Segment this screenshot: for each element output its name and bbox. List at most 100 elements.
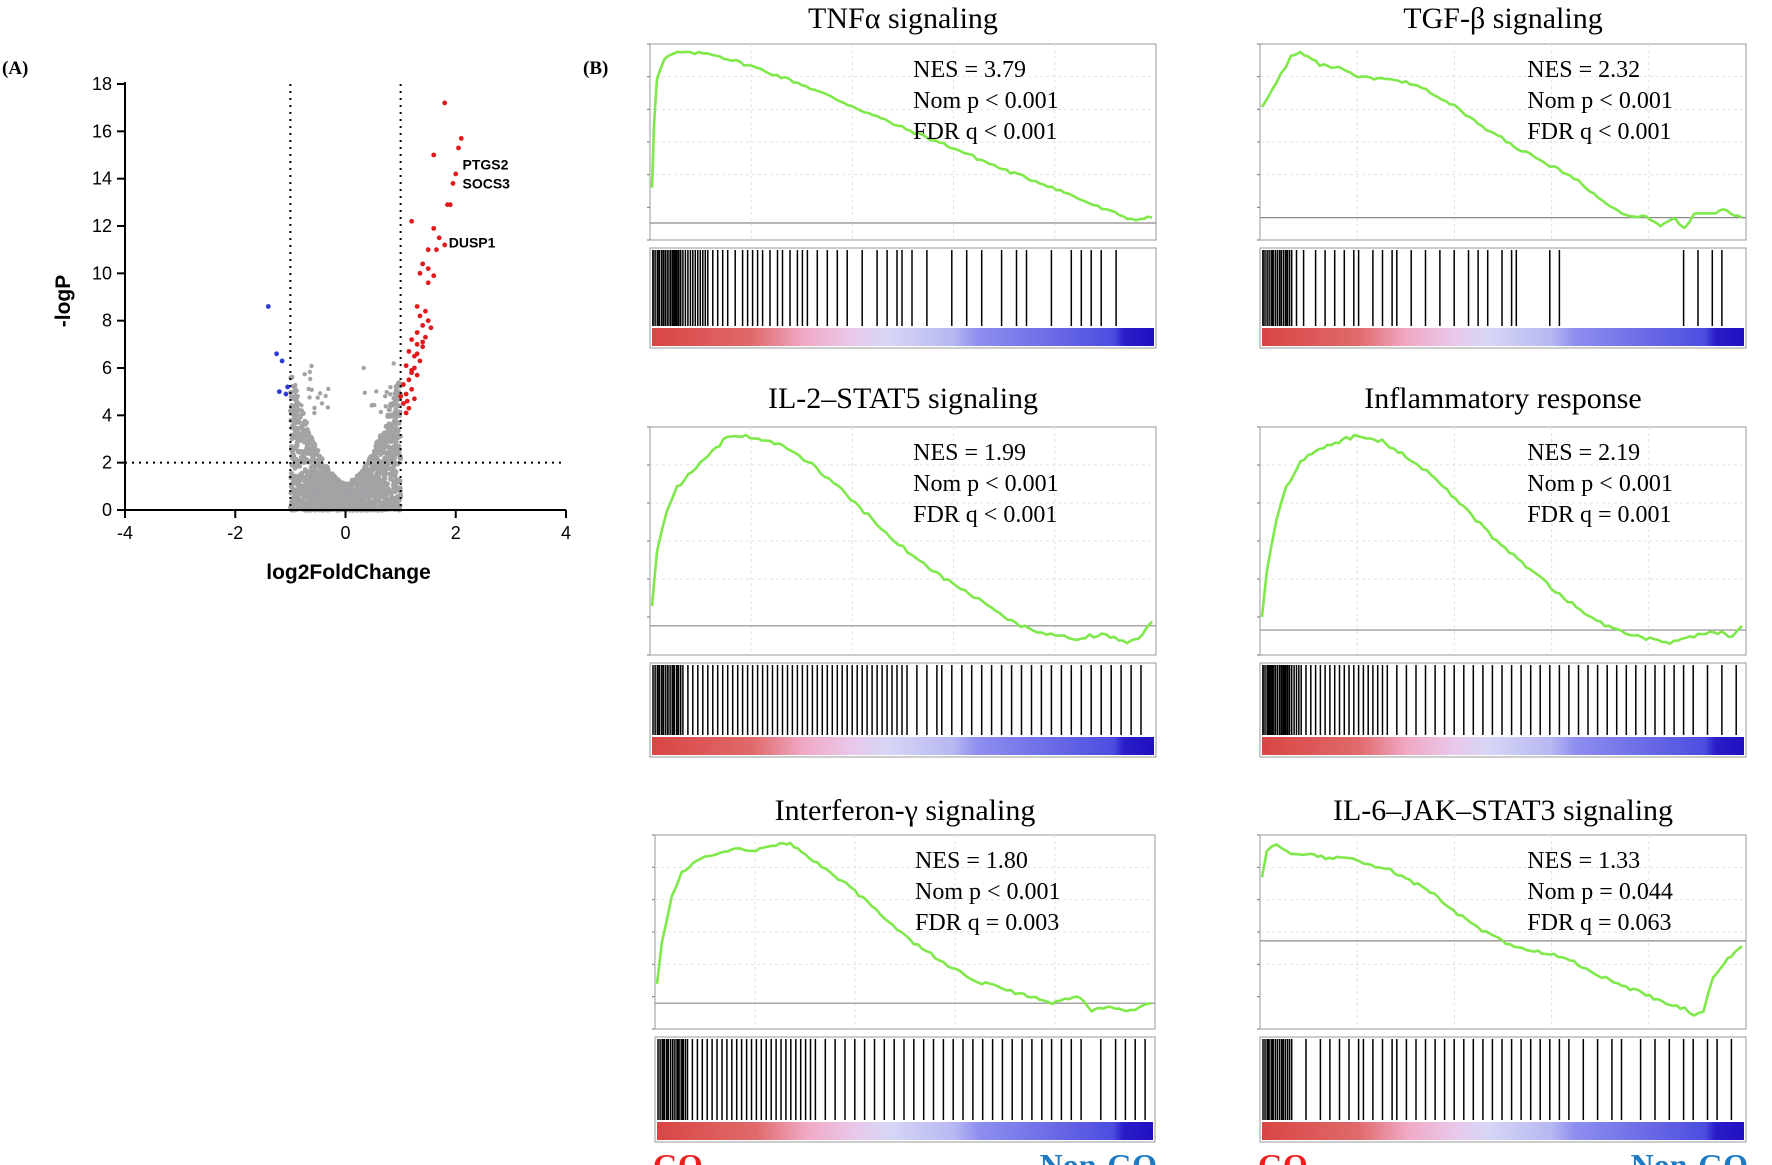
up-point [450,181,456,186]
ns-point [296,449,302,455]
enrichment-curve [650,50,1153,222]
up-point [420,261,426,267]
ns-point [339,498,345,504]
up-point [414,341,420,347]
ns-point [395,451,401,457]
ns-point [383,495,389,502]
ns-point [392,391,397,396]
up-point [409,337,415,342]
hit-marks [1262,250,1723,326]
up-point [431,152,437,158]
ns-point [389,466,395,472]
ns-point [300,486,306,492]
stat-line: FDR q < 0.001 [913,502,1057,528]
stat-line: Nom p = 0.044 [1527,879,1673,905]
ns-point [363,472,369,478]
ns-point [392,472,398,479]
ns-point [395,411,401,417]
ns-point [292,473,298,479]
ns-point [358,496,364,502]
ns-point [389,438,395,444]
ns-point [373,456,379,462]
ns-point [313,488,319,494]
y-tick-label: 8 [102,311,112,331]
ns-point [363,481,369,487]
ns-point [393,407,398,412]
stat-line: Nom p < 0.001 [1527,88,1673,114]
ns-point [318,465,324,471]
up-point [428,325,434,331]
gsea-panel-inflam: Inflammatory response NES = 2.19 Nom p < 0… [1257,382,1747,758]
ns-point [312,410,317,416]
ns-point [390,401,396,407]
gene-label: DUSP1 [449,235,496,251]
ns-point [293,432,299,439]
down-regulated-series [265,304,291,397]
up-point [400,401,406,406]
stat-line: Nom p < 0.001 [913,471,1059,497]
ns-point [311,441,317,447]
y-tick-label: 12 [92,216,112,236]
up-point [409,218,415,224]
ns-point [389,426,395,432]
stat-line: FDR q < 0.001 [913,119,1057,145]
ns-point [299,423,305,429]
stat-line: Nom p < 0.001 [1527,471,1673,497]
ns-point [289,444,295,450]
ns-point [294,442,300,448]
ns-point [319,473,325,479]
panel-label-a: (A) [2,58,28,79]
ns-point [393,425,399,431]
gsea-panel-tgfb: TGF-β signaling NES = 2.32 Nom p < 0.001 FD… [1257,2,1747,349]
ns-point [291,479,297,485]
ns-point [361,365,366,371]
ns-point [349,487,355,493]
ns-point [290,487,296,493]
up-point [436,235,442,241]
gene-label: PTGS2 [463,156,509,172]
stat-line: FDR q = 0.063 [1527,910,1671,936]
ns-point [354,499,360,505]
up-point [434,247,439,253]
ns-point [375,462,381,468]
ns-point [372,450,378,456]
ns-point [318,499,324,505]
ns-point [323,393,328,399]
ns-point [302,372,307,377]
x-axis-title: log2FoldChange [266,561,431,584]
rank-heatbar [1262,328,1744,346]
ns-point [319,401,325,406]
ns-point [292,418,298,424]
ns-point [312,405,317,411]
up-point [420,339,426,345]
up-point [453,171,459,177]
ns-point [326,386,331,392]
ns-point [327,502,334,508]
y-tick-label: 14 [92,169,112,189]
y-tick-label: 4 [102,405,112,425]
up-point [458,136,464,141]
up-point [425,247,431,253]
ns-point [375,473,381,479]
hit-marks [1262,665,1737,735]
volcano-plot: 0 2 4 6 8 10 12 14 16 18 -4 -2 0 2 4 log2FoldChange -log… [52,74,571,584]
up-point [425,266,431,271]
ns-point [289,499,295,505]
ns-point [395,433,401,439]
ns-point [307,448,313,454]
ns-point [384,389,389,395]
ns-point [386,433,392,439]
ns-point [290,423,296,429]
ns-point [307,369,313,375]
up-point [414,351,420,357]
stat-line: NES = 2.32 [1527,57,1640,83]
ns-point [354,493,360,499]
ns-point [389,449,396,455]
ns-point [310,463,316,469]
ns-point [306,435,312,441]
hit-marks [652,665,1142,735]
ns-point [384,439,391,445]
ns-point [366,468,373,475]
up-point [445,202,450,208]
ns-point [366,493,373,499]
